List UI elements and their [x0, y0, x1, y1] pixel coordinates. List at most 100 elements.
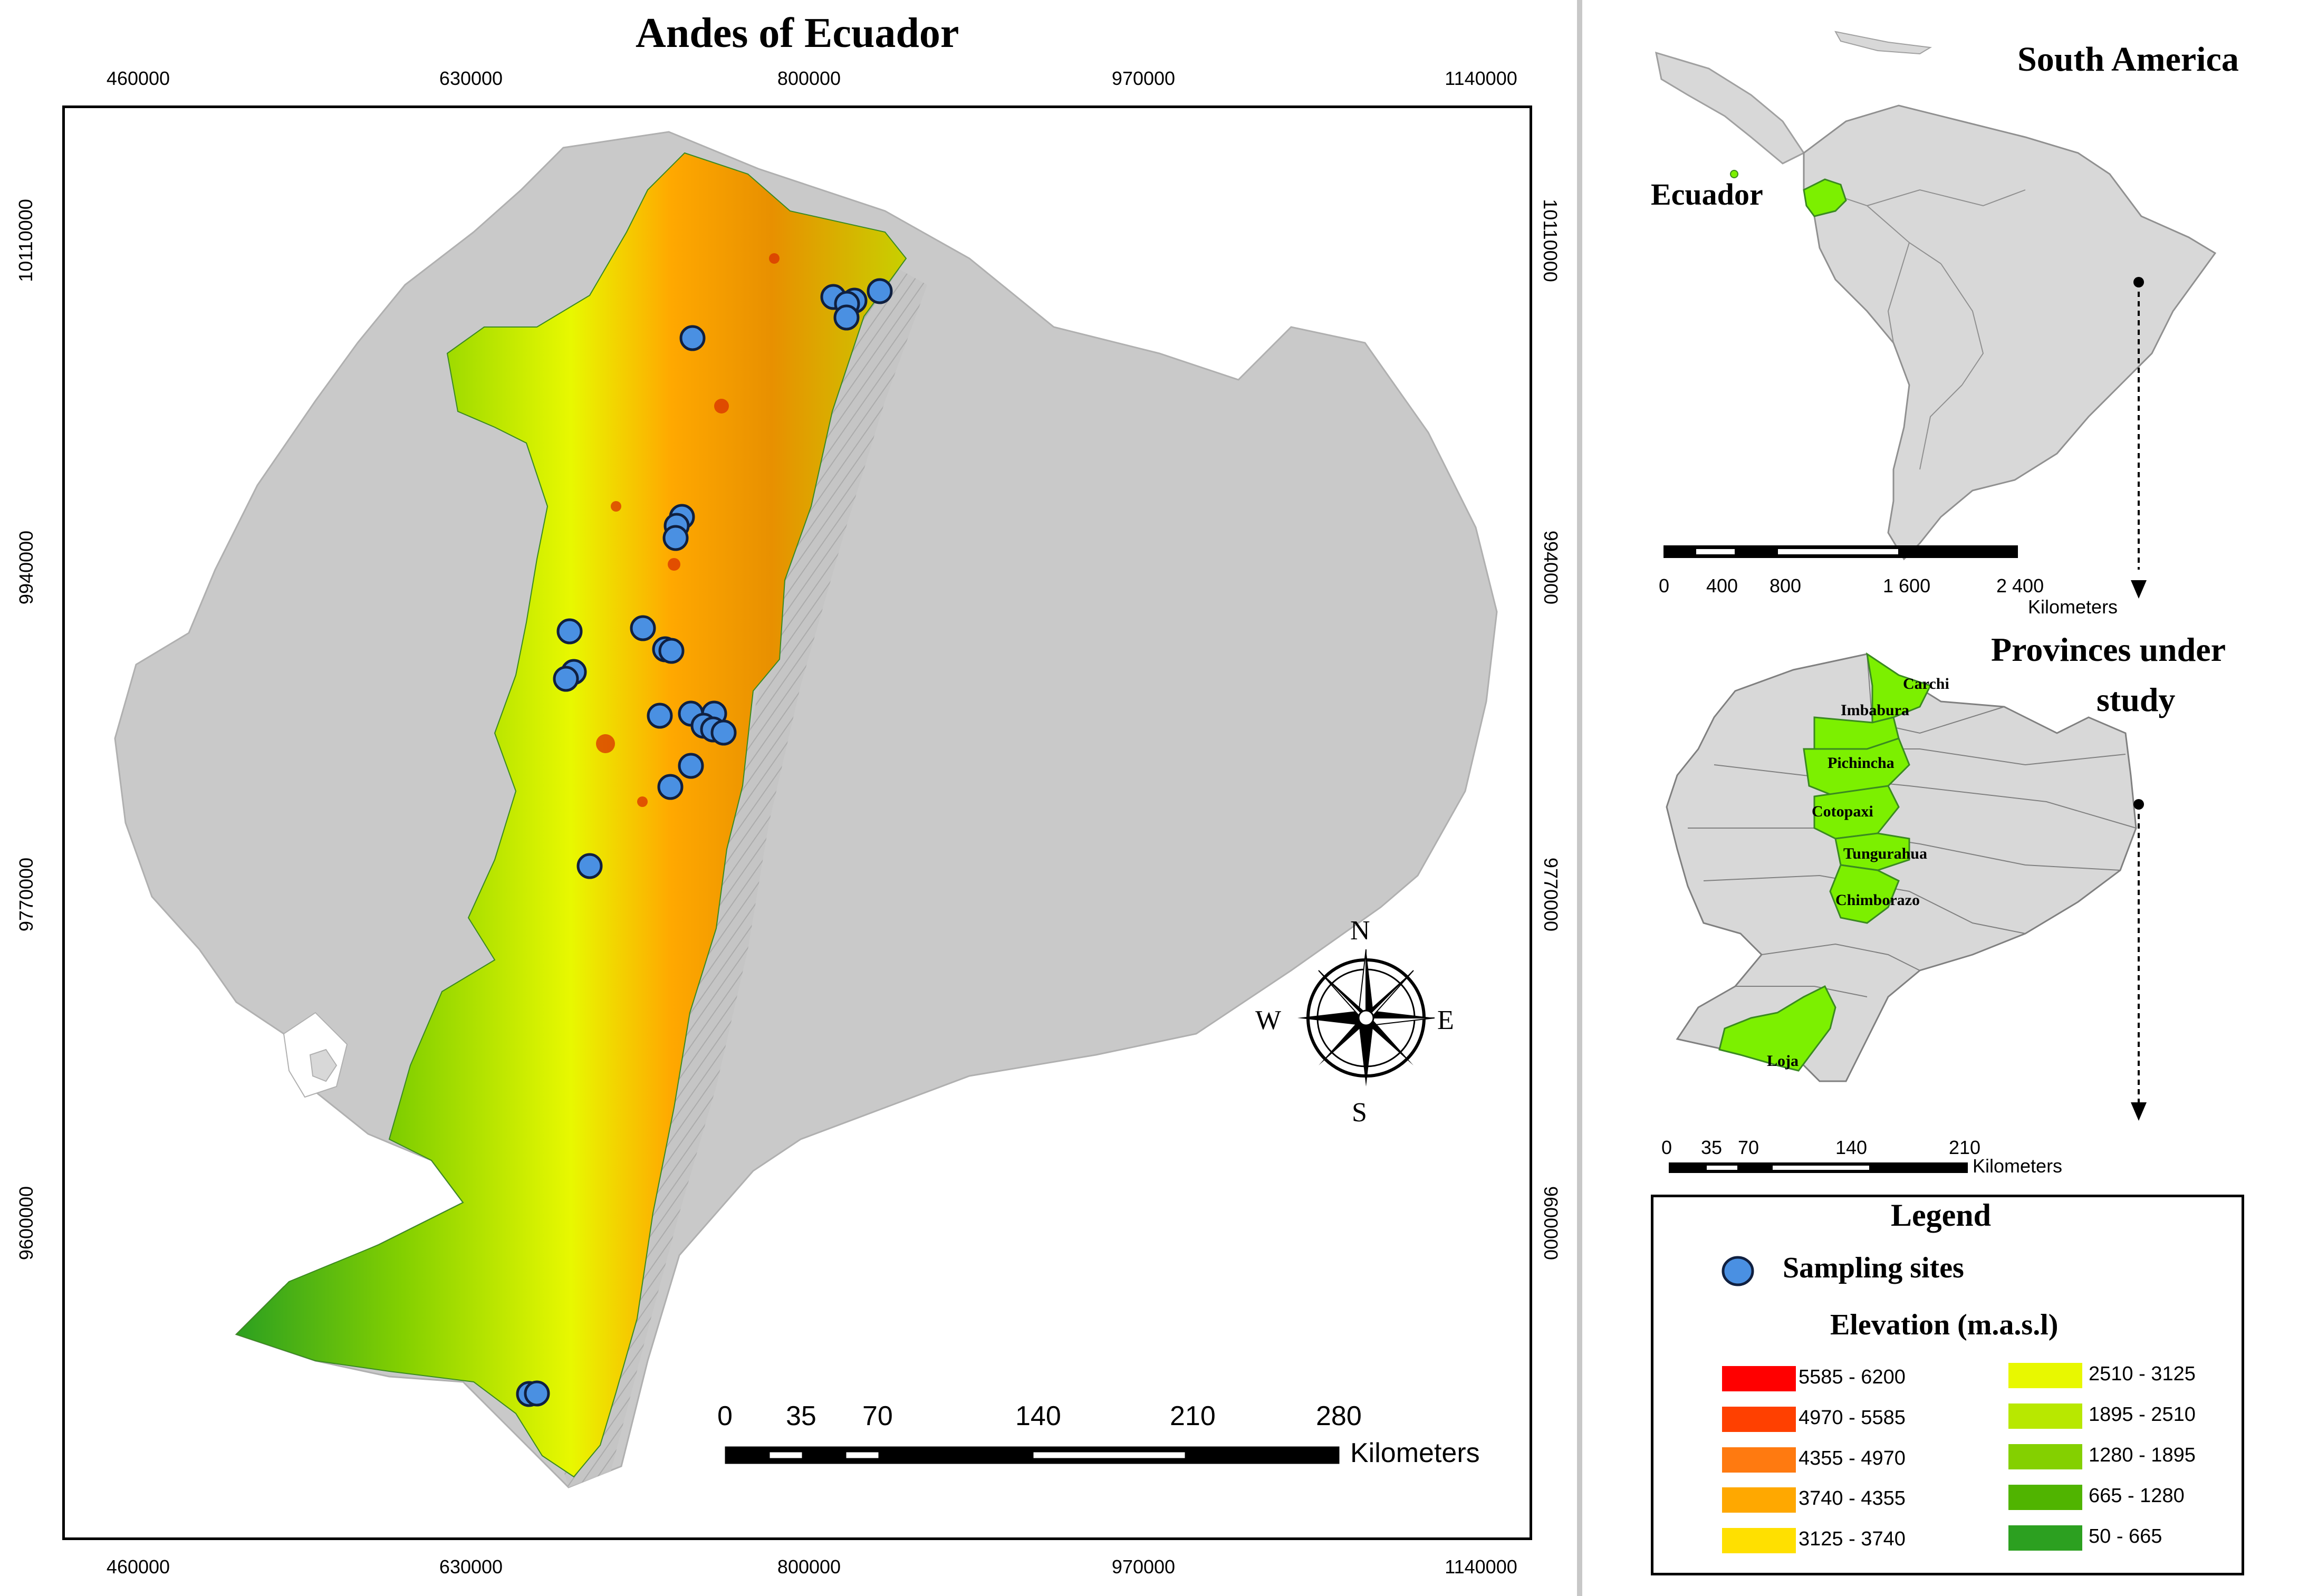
x-tick-top: 1140000: [1445, 68, 1517, 89]
elevation-class-label: 1895 - 2510: [2089, 1403, 2196, 1426]
x-tick-top: 630000: [439, 68, 503, 89]
caribbean-islands: [1834, 31, 1932, 55]
elevation-class-label: 5585 - 6200: [1799, 1366, 1906, 1388]
provinces-scale-bar: [1669, 1162, 1968, 1173]
provinces-title-line1: Provinces under: [1991, 631, 2226, 668]
elevation-swatch: [2008, 1525, 2082, 1551]
elevation-class-label: 4355 - 4970: [1799, 1447, 1906, 1469]
andes-elevation-band: [235, 152, 907, 1478]
sa-scale-bar: [1663, 545, 2018, 558]
province-label-cotopaxi: Cotopaxi: [1812, 803, 1873, 820]
sampling-site-marker: [657, 774, 684, 800]
elevation-swatch: [1722, 1447, 1796, 1473]
sampling-site-marker: [647, 703, 673, 729]
elevation-class-label: 665 - 1280: [2089, 1485, 2185, 1507]
provinces-scale-tick: 70: [1738, 1137, 1759, 1158]
panel-divider: [1577, 0, 1582, 1596]
arrowhead-icon: [2131, 580, 2147, 599]
elevation-swatch: [1722, 1366, 1796, 1391]
south-america-title: South America: [2017, 40, 2239, 79]
x-tick-bottom: 1140000: [1445, 1556, 1517, 1578]
elevation-swatch: [2008, 1485, 2082, 1510]
ecuador-highlight: [1803, 178, 1847, 217]
province-label-pichincha: Pichincha: [1828, 754, 1895, 772]
sampling-site-marker: [658, 638, 685, 664]
provinces-scale-unit: Kilometers: [1973, 1155, 2063, 1177]
legend-title: Legend: [1891, 1198, 1992, 1233]
compass-n-label: N: [1350, 916, 1370, 946]
main-scale-bar: [725, 1446, 1340, 1464]
sampling-site-marker: [678, 753, 704, 779]
sampling-site-marker: [679, 325, 706, 351]
legend-frame: [1651, 1195, 2244, 1575]
province-label-tungurahua: Tungurahua: [1843, 845, 1927, 862]
south-america-map: [1655, 31, 2217, 570]
scale-unit-label: Kilometers: [1350, 1438, 1480, 1468]
sampling-site-marker: [630, 615, 656, 641]
sampling-site-marker: [867, 278, 893, 304]
province-label-carchi: Carchi: [1903, 675, 1949, 693]
south-america-landmass: [1803, 104, 2217, 561]
central-america-landmass: [1655, 51, 1805, 165]
province-chimborazo-highlight: [1829, 864, 1900, 924]
province-pichincha-highlight: [1803, 737, 1910, 797]
y-tick-right: 9600000: [1540, 1186, 1562, 1261]
sa-scale-tick: 1 600: [1883, 575, 1931, 597]
province-label-chimborazo: Chimborazo: [1835, 891, 1920, 909]
compass-rose-icon: [1297, 949, 1435, 1087]
elevation-class-label: 4970 - 5585: [1799, 1407, 1906, 1429]
scale-tick-label: 280: [1316, 1401, 1362, 1431]
y-tick-right: 10110000: [1539, 199, 1561, 282]
y-tick-left: 9770000: [15, 857, 37, 932]
scale-tick-label: 35: [786, 1401, 816, 1431]
sa-scale-tick: 0: [1659, 575, 1670, 597]
sampling-site-legend-icon: [1722, 1256, 1754, 1286]
x-tick-bottom: 970000: [1111, 1556, 1176, 1578]
provinces-scale-tick: 0: [1661, 1137, 1672, 1158]
compass-w-label: W: [1255, 1005, 1282, 1035]
elevation-class-label: 50 - 665: [2089, 1525, 2162, 1547]
elevation-swatch: [1722, 1528, 1796, 1553]
sa-scale-tick: 800: [1770, 575, 1802, 597]
provinces-scale-tick: 210: [1949, 1137, 1981, 1158]
elevation-swatch: [1722, 1487, 1796, 1513]
elevation-class-label: 3125 - 3740: [1799, 1528, 1906, 1550]
galapagos-highlight: [1730, 170, 1738, 178]
y-tick-right: 9940000: [1540, 530, 1562, 605]
arrowhead-icon: [2131, 1102, 2147, 1121]
x-tick-bottom: 630000: [439, 1556, 503, 1578]
elevation-swatch: [2008, 1363, 2082, 1388]
compass-e-label: E: [1437, 1005, 1454, 1035]
sa-scale-tick: 400: [1706, 575, 1738, 597]
scale-tick-label: 70: [862, 1401, 893, 1431]
elevation-swatch: [2008, 1444, 2082, 1469]
provinces-scale-tick: 140: [1835, 1137, 1868, 1158]
sampling-site-marker: [662, 525, 689, 551]
sampling-sites: [516, 278, 893, 1407]
x-tick-bottom: 460000: [106, 1556, 170, 1578]
elevation-swatch: [2008, 1403, 2082, 1429]
ecuador-label: Ecuador: [1651, 177, 1763, 211]
province-label-loja: Loja: [1767, 1052, 1799, 1070]
x-tick-top: 460000: [106, 68, 170, 89]
compass-s-label: S: [1352, 1098, 1367, 1128]
provinces-scale-tick: 35: [1701, 1137, 1723, 1158]
y-tick-left: 9600000: [15, 1186, 37, 1261]
scale-tick-label: 140: [1015, 1401, 1061, 1431]
sampling-site-marker: [833, 304, 860, 331]
y-tick-left: 10110000: [14, 199, 36, 282]
elevation-class-label: 1280 - 1895: [2089, 1444, 2196, 1466]
sampling-site-marker: [553, 666, 579, 692]
province-loja-highlight: [1718, 985, 1836, 1072]
high-elevation-peaks: [596, 253, 780, 807]
sampling-site-marker: [524, 1380, 550, 1407]
ecuador-provinces-landmass: [1666, 653, 2137, 1082]
provinces-map: [1666, 652, 2144, 1173]
elevation-class-label: 3740 - 4355: [1799, 1487, 1906, 1510]
scale-tick-label: 0: [717, 1401, 733, 1431]
elevation-title: Elevation (m.a.s.l): [1830, 1309, 2059, 1341]
sampling-site-marker: [576, 853, 603, 879]
main-map-frame: [62, 105, 1532, 1540]
sampling-site-marker: [710, 719, 737, 746]
sampling-sites-label: Sampling sites: [1783, 1252, 1964, 1284]
